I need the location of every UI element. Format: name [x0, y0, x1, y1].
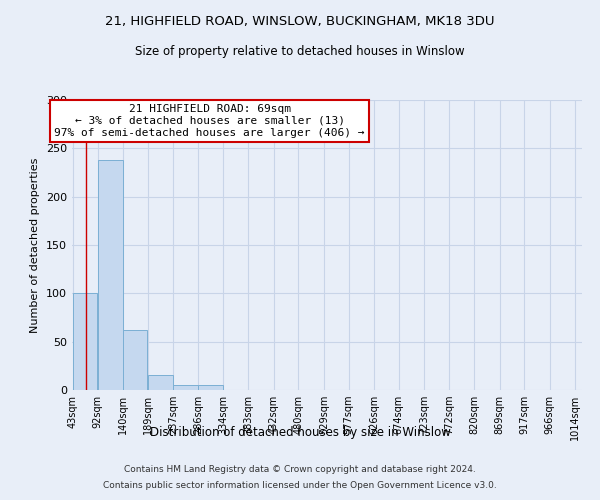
Text: Contains HM Land Registry data © Crown copyright and database right 2024.: Contains HM Land Registry data © Crown c…: [124, 466, 476, 474]
Text: 21, HIGHFIELD ROAD, WINSLOW, BUCKINGHAM, MK18 3DU: 21, HIGHFIELD ROAD, WINSLOW, BUCKINGHAM,…: [105, 15, 495, 28]
Bar: [122, 330, 148, 390]
Bar: [173, 385, 197, 390]
Text: Distribution of detached houses by size in Winslow: Distribution of detached houses by size …: [149, 426, 451, 439]
Bar: [98, 160, 122, 390]
Bar: [198, 385, 223, 390]
Text: 21 HIGHFIELD ROAD: 69sqm
← 3% of detached houses are smaller (13)
97% of semi-de: 21 HIGHFIELD ROAD: 69sqm ← 3% of detache…: [55, 104, 365, 138]
Bar: [73, 294, 97, 390]
Text: Size of property relative to detached houses in Winslow: Size of property relative to detached ho…: [135, 45, 465, 58]
Text: Contains public sector information licensed under the Open Government Licence v3: Contains public sector information licen…: [103, 480, 497, 490]
Y-axis label: Number of detached properties: Number of detached properties: [31, 158, 40, 332]
Bar: [148, 374, 173, 390]
